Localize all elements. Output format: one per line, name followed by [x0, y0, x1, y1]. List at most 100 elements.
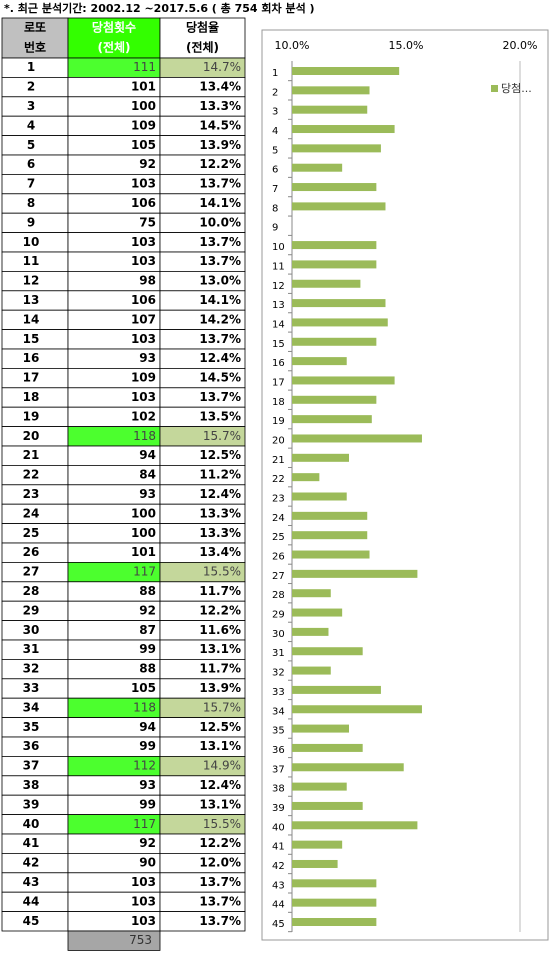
bar [292, 492, 347, 501]
cell-text: 13.3% [199, 99, 241, 113]
cell-text: 32 [23, 662, 40, 676]
cell-text: 106 [131, 293, 156, 307]
cell-text: 12.2% [199, 836, 241, 850]
header-cell [67, 17, 161, 59]
y-tick-label: 5 [272, 145, 278, 156]
bar [292, 821, 418, 830]
bar [292, 898, 377, 907]
cell-text: 100 [131, 506, 156, 520]
y-tick-label: 17 [272, 377, 285, 388]
bar [292, 86, 370, 95]
cell-text: 103 [131, 390, 156, 404]
cell-text: 93 [139, 487, 156, 501]
header-text: 번호 [24, 40, 46, 55]
cell-text: 15.7% [203, 429, 241, 443]
y-tick-label: 21 [272, 455, 285, 466]
cell-text: 40 [23, 817, 40, 831]
cell-text: 23 [23, 487, 40, 501]
y-tick-label: 20 [272, 435, 285, 446]
cell-text: 43 [23, 875, 40, 889]
bar [292, 473, 320, 482]
bar [292, 279, 361, 288]
y-tick-label: 6 [272, 165, 278, 176]
bar [292, 918, 377, 926]
cell-text: 10.0% [199, 215, 241, 229]
cell-text: 117 [133, 817, 156, 831]
cell-text: 103 [131, 177, 156, 191]
cell-text: 11.7% [199, 662, 241, 676]
cell-text: 109 [131, 118, 156, 132]
cell-text: 44 [23, 894, 40, 908]
cell-text: 103 [131, 875, 156, 889]
cell-text: 87 [139, 623, 156, 637]
y-tick-label: 45 [272, 919, 285, 930]
y-tick-label: 32 [272, 668, 285, 679]
y-tick-label: 43 [272, 880, 285, 891]
cell-text: 92 [139, 603, 156, 617]
bar [292, 144, 381, 153]
cell-text: 12.2% [199, 157, 241, 171]
cell-text: 107 [131, 312, 156, 326]
y-tick-label: 26 [272, 552, 285, 563]
y-tick-label: 31 [272, 648, 285, 659]
bar [292, 531, 368, 540]
cell-text: 19 [23, 409, 40, 423]
cell-text: 38 [23, 778, 40, 792]
bar [292, 859, 338, 868]
cell-text: 9 [27, 215, 35, 229]
cell-text: 12.5% [199, 448, 241, 462]
cell-text: 106 [131, 196, 156, 210]
bar [292, 415, 372, 424]
y-tick-label: 1 [272, 68, 278, 79]
cell-text: 101 [131, 545, 156, 559]
cell-text: 12.4% [199, 778, 241, 792]
cell-text: 111 [133, 60, 156, 74]
cell-text: 13.9% [199, 681, 241, 695]
cell-text: 13.7% [199, 875, 241, 889]
cell-text: 5 [27, 138, 35, 152]
y-tick-label: 23 [272, 494, 285, 505]
bar [292, 434, 422, 443]
bar [292, 627, 329, 636]
cell-text: 100 [131, 526, 156, 540]
bar [292, 163, 343, 172]
y-tick-label: 9 [272, 223, 278, 234]
y-tick-label: 24 [272, 513, 285, 524]
header-text: (전체) [97, 40, 130, 55]
cell-text: 88 [139, 662, 156, 676]
bar [292, 183, 377, 192]
cell-text: 13.3% [199, 526, 241, 540]
y-tick-label: 16 [272, 358, 285, 369]
cell-text: 12.2% [199, 603, 241, 617]
cell-text: 35 [23, 720, 40, 734]
bar [292, 840, 343, 849]
cell-text: 13 [23, 293, 40, 307]
cell-text: 13.7% [199, 894, 241, 908]
cell-text: 14 [23, 312, 40, 326]
bar [292, 511, 368, 520]
x-tick-label: 20.0% [503, 39, 538, 52]
cell-text: 13.7% [199, 332, 241, 346]
bar [292, 801, 363, 810]
cell-text: 15.5% [203, 817, 241, 831]
y-tick-label: 44 [272, 900, 285, 911]
cell-text: 14.7% [203, 60, 241, 74]
cell-text: 13.7% [199, 235, 241, 249]
cell-text: 94 [139, 448, 156, 462]
legend-swatch [491, 85, 498, 92]
y-tick-label: 2 [272, 87, 278, 98]
cell-text: 11.7% [199, 584, 241, 598]
bar [292, 782, 347, 791]
cell-text: 105 [131, 681, 156, 695]
cell-text: 11 [23, 254, 40, 268]
bar [292, 550, 370, 559]
y-tick-label: 28 [272, 590, 285, 601]
bar [292, 685, 381, 694]
bar [292, 105, 368, 114]
cell-text: 75 [139, 215, 156, 229]
header-text: 당첨횟수 [92, 20, 136, 35]
cell-text: 99 [139, 797, 156, 811]
y-tick-label: 33 [272, 687, 285, 698]
cell-text: 98 [139, 274, 156, 288]
